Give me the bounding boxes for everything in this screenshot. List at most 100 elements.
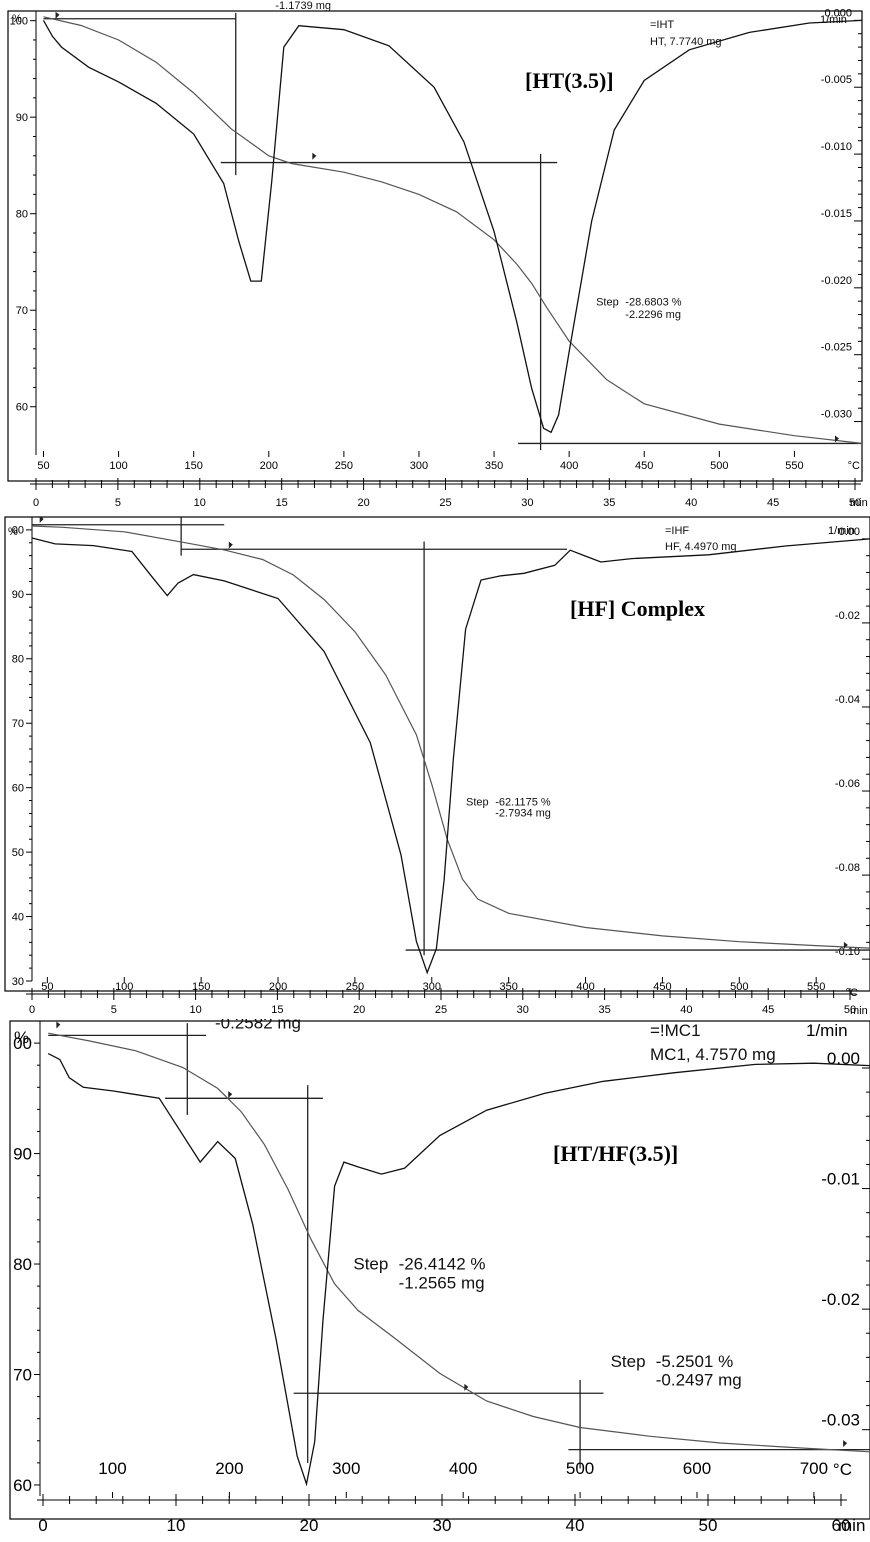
left-tick-label: 00 [13, 1034, 32, 1053]
step-mass-value: -2.7934 mg [495, 808, 551, 820]
right-tick-label: -0.010 [821, 141, 852, 153]
left-axis-unit: % [8, 526, 18, 538]
temp-tick-label: 100 [115, 981, 133, 993]
time-tick-label: 60 [832, 1516, 851, 1535]
time-tick-label: 40 [566, 1516, 585, 1535]
sample-info: HF, 4.4970 mg [665, 541, 737, 553]
left-tick-label: 70 [16, 305, 28, 317]
temp-axis-unit: °C [848, 460, 860, 472]
left-tick-label: 90 [16, 112, 28, 124]
left-tick-label: 30 [12, 976, 24, 988]
right-tick-label: -0.02 [835, 610, 860, 622]
step-percent-value: -28.6803 % [625, 296, 681, 308]
plot-frame [7, 10, 863, 482]
right-tick-label: -0.03 [821, 1411, 860, 1430]
temp-tick-label: 500 [730, 981, 748, 993]
step-percent-value: -5.2501 % [656, 1352, 734, 1371]
right-axis-unit: 1/min [806, 1021, 848, 1040]
time-tick-label: 15 [271, 1004, 283, 1016]
left-tick-label: 80 [12, 654, 24, 666]
time-tick-label: 40 [685, 497, 697, 509]
temp-tick-label: 50 [37, 460, 49, 472]
temp-tick-label: 700 [800, 1459, 828, 1478]
tg-curve [48, 1032, 870, 1453]
chart-svg-hf: 00908070605040300.00-0.02-0.04-0.06-0.08… [4, 515, 870, 1017]
left-tick-label: 70 [12, 718, 24, 730]
time-tick-label: 25 [435, 1004, 447, 1016]
time-tick-label: 10 [194, 497, 206, 509]
temp-tick-label: 150 [185, 460, 203, 472]
time-tick-label: 45 [762, 1004, 774, 1016]
time-tick-label: 50 [849, 497, 861, 509]
time-tick-label: 35 [598, 1004, 610, 1016]
evaluation-marker [464, 1383, 469, 1391]
time-tick-label: 30 [433, 1516, 452, 1535]
temp-tick-label: 550 [785, 460, 803, 472]
time-tick-label: 30 [521, 497, 533, 509]
sample-id: =IHT [650, 19, 674, 31]
time-tick-label: 0 [29, 1004, 35, 1016]
time-tick-label: 5 [111, 1004, 117, 1016]
step-percent-value: -62.1175 % [495, 797, 551, 809]
right-tick-label: -0.030 [821, 409, 852, 421]
left-tick-label: 80 [16, 209, 28, 221]
tg-curve [43, 16, 863, 444]
temp-tick-label: 200 [260, 460, 278, 472]
temp-tick-label: 100 [98, 1459, 126, 1478]
step-percent-value: -26.4142 % [399, 1255, 486, 1274]
temp-tick-label: 500 [566, 1459, 594, 1478]
time-tick-label: 5 [115, 497, 121, 509]
step-label: Step [611, 1352, 646, 1371]
evaluation-marker [56, 1021, 61, 1029]
temp-tick-label: 450 [653, 981, 671, 993]
time-axis-unit: min [850, 497, 868, 509]
chart-svg-ht: 100908070600.000-0.005-0.010-0.015-0.020… [7, 0, 868, 509]
time-tick-label: 45 [767, 497, 779, 509]
temp-tick-label: 450 [635, 460, 653, 472]
temp-tick-label: 250 [346, 981, 364, 993]
left-tick-label: 60 [13, 1476, 32, 1495]
temp-tick-label: 350 [499, 981, 517, 993]
time-tick-label: 10 [167, 1516, 186, 1535]
right-tick-label: -0.005 [821, 74, 852, 86]
time-axis-unit: min [850, 1005, 868, 1017]
evaluation-marker [228, 541, 233, 549]
time-tick-label: 15 [276, 497, 288, 509]
right-tick-label: 0.00 [827, 1049, 860, 1068]
dtg-curve [42, 19, 863, 434]
temp-tick-label: 400 [449, 1459, 477, 1478]
time-tick-label: 35 [603, 497, 615, 509]
step-mass-value: -0.2582 mg [215, 1019, 301, 1033]
evaluation-marker [843, 941, 848, 949]
temp-axis-unit: °C [833, 1460, 852, 1479]
chart-panel-hf: 00 90 80 70 60 50 40 30 0.00 -0.02 -0.04 -0.06 -0.08… [0, 513, 870, 1018]
temp-tick-label: 350 [485, 460, 503, 472]
time-tick-label: 40 [680, 1004, 692, 1016]
left-tick-label: 40 [12, 911, 24, 923]
right-tick-label: 0.00 [839, 526, 860, 538]
step-label: Step [466, 797, 489, 809]
time-tick-label: 25 [439, 497, 451, 509]
time-tick-label: 0 [38, 1516, 47, 1535]
dtg-curve [31, 537, 870, 975]
sample-info: HT, 7.7740 mg [650, 36, 722, 48]
evaluation-marker [312, 152, 317, 160]
right-tick-label: -0.015 [821, 208, 852, 220]
right-tick-label: -0.025 [821, 342, 852, 354]
temp-tick-label: 500 [710, 460, 728, 472]
time-tick-label: 50 [844, 1004, 856, 1016]
sample-id: =IHF [665, 525, 689, 537]
left-tick-label: 90 [12, 589, 24, 601]
right-axis-unit: 1/min [820, 14, 847, 26]
step-mass-value: -2.2296 mg [625, 309, 681, 321]
left-tick-label: 50 [12, 847, 24, 859]
evaluation-marker [228, 1091, 233, 1099]
right-tick-label: -0.04 [835, 694, 860, 706]
right-tick-label: -0.08 [835, 862, 860, 874]
right-tick-label: -0.06 [835, 778, 860, 790]
left-axis-unit: % [14, 1028, 29, 1047]
time-tick-label: 20 [300, 1516, 319, 1535]
right-tick-label: -0.020 [821, 275, 852, 287]
time-tick-label: 10 [189, 1004, 201, 1016]
